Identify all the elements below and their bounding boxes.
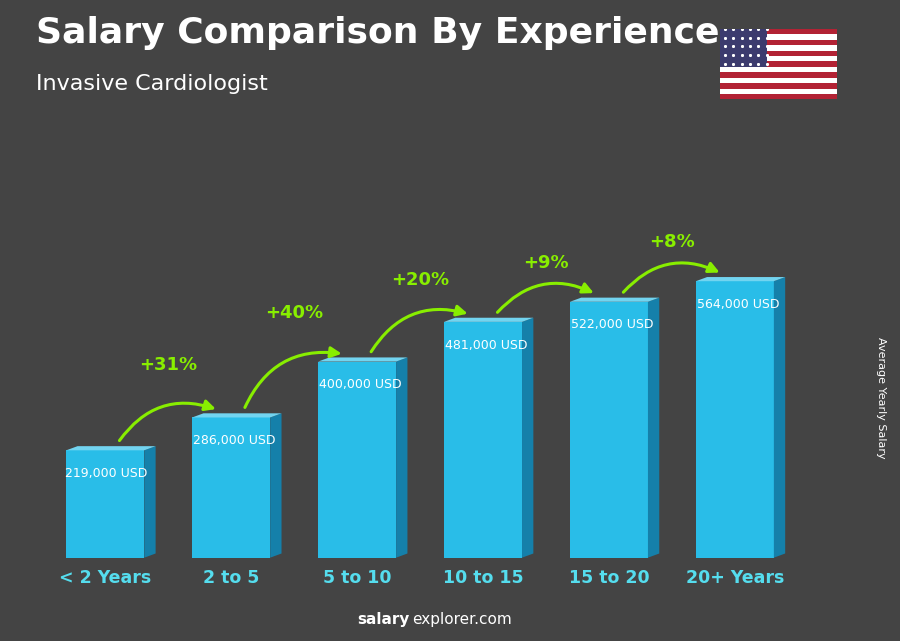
Bar (720, 34, 837, 40)
Text: Average Yearly Salary: Average Yearly Salary (877, 337, 886, 458)
Polygon shape (396, 358, 408, 558)
Text: 481,000 USD: 481,000 USD (446, 338, 527, 351)
Text: 522,000 USD: 522,000 USD (572, 319, 653, 331)
Polygon shape (774, 277, 785, 558)
Bar (696, 281, 774, 558)
Text: 286,000 USD: 286,000 USD (194, 434, 276, 447)
Bar (720, 29, 767, 67)
Polygon shape (270, 413, 282, 558)
Polygon shape (318, 358, 408, 362)
Polygon shape (192, 413, 282, 417)
Bar (720, 67, 837, 72)
Text: +20%: +20% (391, 271, 449, 288)
Bar (720, 45, 837, 51)
Bar (192, 417, 270, 558)
Text: 564,000 USD: 564,000 USD (697, 298, 779, 311)
Polygon shape (696, 277, 785, 281)
Text: Invasive Cardiologist: Invasive Cardiologist (36, 74, 268, 94)
Text: +40%: +40% (266, 304, 323, 322)
Polygon shape (648, 297, 660, 558)
Bar (720, 88, 837, 94)
Text: salary: salary (357, 612, 410, 627)
Bar (318, 362, 396, 558)
Bar (720, 72, 837, 78)
Bar (720, 51, 837, 56)
Bar (444, 322, 522, 558)
Bar (570, 302, 648, 558)
Text: 219,000 USD: 219,000 USD (65, 467, 148, 480)
Bar (720, 29, 837, 34)
Bar (720, 78, 837, 83)
Bar (720, 56, 837, 62)
Bar (720, 83, 837, 88)
Bar (720, 40, 837, 45)
Polygon shape (444, 318, 534, 322)
Polygon shape (144, 446, 156, 558)
Text: +9%: +9% (523, 254, 569, 272)
Bar (720, 62, 837, 67)
Bar (720, 94, 837, 99)
Bar (67, 451, 144, 558)
Text: Salary Comparison By Experience: Salary Comparison By Experience (36, 16, 719, 50)
Polygon shape (67, 446, 156, 451)
Text: +31%: +31% (140, 356, 197, 374)
Text: explorer.com: explorer.com (412, 612, 512, 627)
Polygon shape (522, 318, 534, 558)
Text: 400,000 USD: 400,000 USD (320, 378, 402, 391)
Polygon shape (570, 297, 660, 302)
Text: +8%: +8% (649, 233, 695, 251)
